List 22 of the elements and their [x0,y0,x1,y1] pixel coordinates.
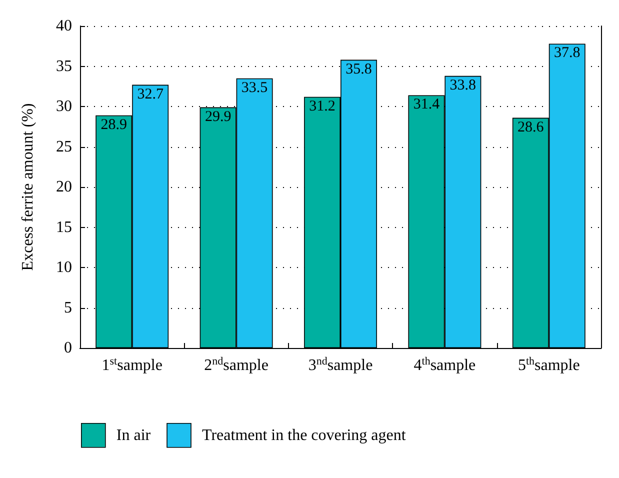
y-axis-title: Excess ferrite amount (%) [20,103,36,271]
y-tick-label: 0 [64,340,72,356]
data-label: 33.8 [450,77,476,94]
legend-label: In air [116,426,152,444]
data-label: 31.2 [309,98,336,114]
data-label: 28.9 [100,116,127,133]
data-label: 32.7 [137,86,164,102]
data-label: 33.5 [241,80,268,96]
y-tick-label: 25 [56,138,72,156]
y-tick-label: 40 [56,18,72,34]
data-label: 31.4 [413,96,440,113]
legend-label: Treatment in the covering agent [202,426,406,444]
data-label: 37.8 [554,45,580,62]
y-tick-label: 5 [64,299,72,316]
y-tick-label: 15 [56,218,72,236]
data-label: 29.9 [204,108,232,125]
y-tick-label: 35 [56,58,72,75]
data-label: 28.6 [518,119,544,136]
y-tick-label: 10 [56,259,72,276]
data-label: 35.8 [346,61,372,78]
y-tick-label: 20 [56,178,72,196]
y-tick-label: 30 [56,98,72,115]
